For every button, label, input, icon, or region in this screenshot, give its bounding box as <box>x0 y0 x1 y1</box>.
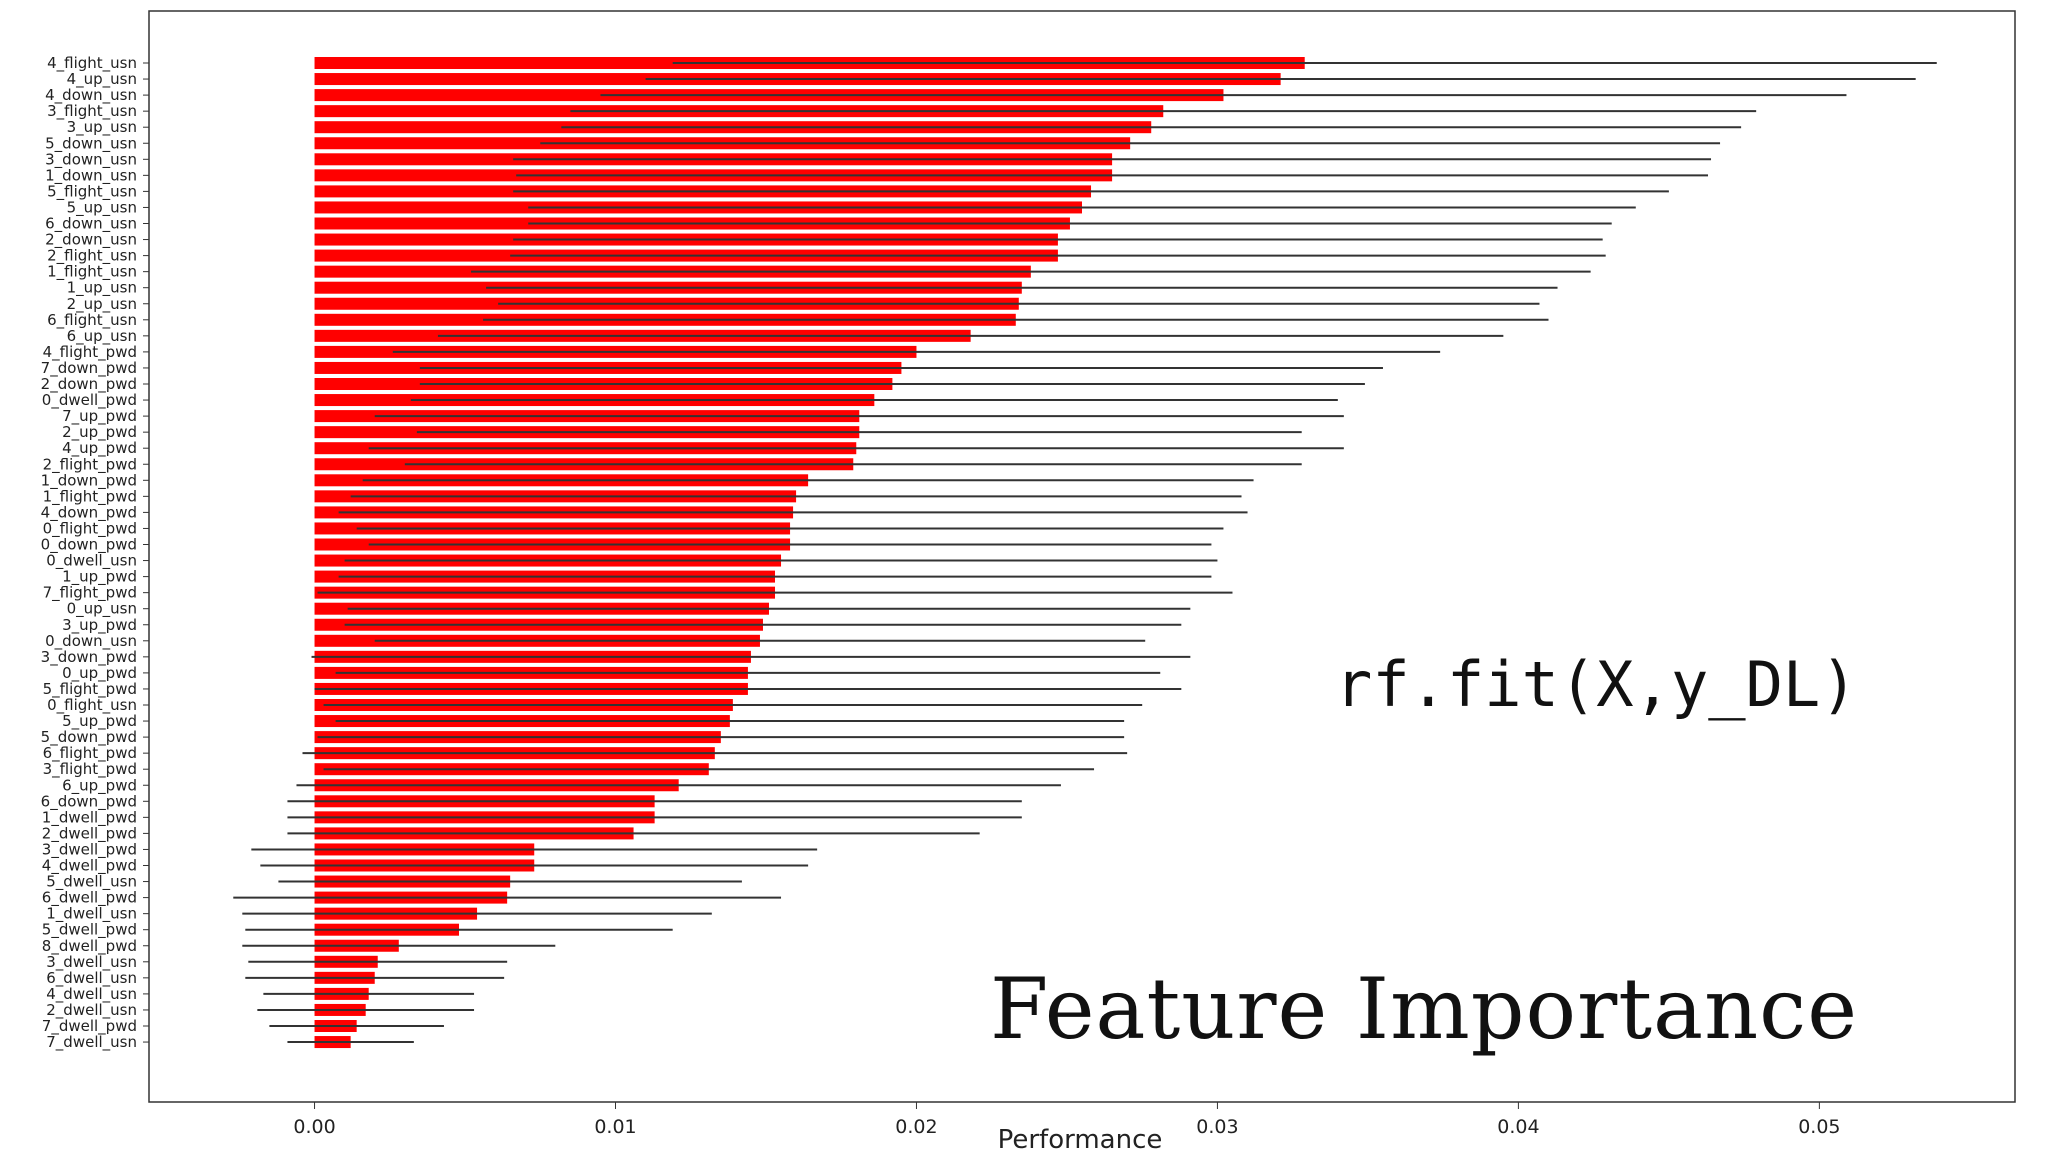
x-tick-label: 0.05 <box>1798 1116 1840 1138</box>
y-tick-label: 0_up_usn <box>67 600 137 619</box>
y-tick-label: 5_flight_pwd <box>43 680 137 699</box>
y-tick-label: 6_flight_pwd <box>43 744 137 763</box>
y-tick-label: 7_dwell_pwd <box>42 1017 137 1036</box>
y-tick-label: 5_up_usn <box>67 198 137 217</box>
y-tick-label: 6_dwell_pwd <box>42 889 137 908</box>
x-tick-label: 0.03 <box>1196 1116 1238 1138</box>
y-tick-label: 6_down_usn <box>45 215 137 234</box>
y-tick-label: 7_down_pwd <box>41 359 137 378</box>
y-tick-label: 4_up_pwd <box>62 439 137 458</box>
y-tick-label: 1_flight_pwd <box>43 487 137 506</box>
y-tick-label: 8_dwell_pwd <box>42 937 137 956</box>
y-tick-label: 0_flight_pwd <box>43 519 137 538</box>
x-tick-label: 0.04 <box>1497 1116 1539 1138</box>
y-tick-label: 1_dwell_usn <box>46 905 137 924</box>
y-tick-label: 5_down_pwd <box>41 728 137 747</box>
y-tick-label: 0_dwell_pwd <box>42 391 137 410</box>
y-tick-label: 3_flight_pwd <box>43 760 137 779</box>
x-tick-label: 0.00 <box>293 1116 335 1138</box>
y-tick-label: 1_up_usn <box>67 279 137 298</box>
y-tick-label: 1_down_usn <box>45 166 137 185</box>
y-tick-label: 1_up_pwd <box>62 568 137 587</box>
y-tick-label: 2_flight_usn <box>47 247 137 266</box>
y-tick-label: 1_down_pwd <box>41 471 137 490</box>
y-tick-label: 2_dwell_pwd <box>42 824 137 843</box>
y-tick-label: 1_flight_usn <box>47 263 137 282</box>
y-tick-label: 1_dwell_pwd <box>42 808 137 827</box>
y-tick-label: 4_down_pwd <box>41 503 137 522</box>
y-tick-label: 0_down_usn <box>45 632 137 651</box>
error-bars-group <box>233 62 1937 1044</box>
y-tick-label: 6_flight_usn <box>47 311 137 330</box>
y-tick-label: 5_flight_usn <box>47 182 137 201</box>
y-tick-label: 4_dwell_pwd <box>42 857 137 876</box>
y-tick-label: 5_down_usn <box>45 134 137 153</box>
y-tick-label: 3_up_pwd <box>62 616 137 635</box>
y-tick-label: 6_up_pwd <box>62 776 137 795</box>
x-tick-label: 0.01 <box>594 1116 636 1138</box>
y-tick-label: 5_dwell_pwd <box>42 921 137 940</box>
y-tick-label: 4_up_usn <box>67 70 137 89</box>
y-tick-label: 6_down_pwd <box>41 792 137 811</box>
y-tick-label: 7_flight_pwd <box>43 584 137 603</box>
y-tick-label: 3_down_pwd <box>41 648 137 667</box>
y-tick-label: 0_dwell_usn <box>46 552 137 571</box>
slide-title: Feature Importance <box>990 960 1858 1058</box>
y-tick-label: 0_down_pwd <box>41 536 137 555</box>
y-tick-label: 2_dwell_usn <box>46 1001 137 1020</box>
y-tick-label: 3_up_usn <box>67 118 137 137</box>
y-tick-label: 4_flight_pwd <box>43 343 137 362</box>
y-tick-label: 2_flight_pwd <box>43 455 137 474</box>
y-tick-label: 3_dwell_usn <box>46 953 137 972</box>
y-tick-label: 2_up_usn <box>67 295 137 314</box>
y-tick-label: 6_dwell_usn <box>46 969 137 988</box>
y-tick-label: 7_dwell_usn <box>46 1033 137 1052</box>
y-tick-label: 4_dwell_usn <box>46 985 137 1004</box>
y-tick-label: 3_flight_usn <box>47 102 137 121</box>
y-axis-ticks: 4_flight_usn4_up_usn4_down_usn3_flight_u… <box>41 54 149 1052</box>
x-axis-label: Performance <box>998 1125 1163 1152</box>
x-tick-label: 0.02 <box>895 1116 937 1138</box>
y-tick-label: 0_flight_usn <box>47 696 137 715</box>
y-tick-label: 5_up_pwd <box>62 712 137 731</box>
y-tick-label: 0_up_pwd <box>62 664 137 683</box>
y-tick-label: 4_down_usn <box>45 86 137 105</box>
code-annotation: rf.fit(X,y_DL) <box>1335 648 1858 721</box>
x-axis-ticks: 0.00 0.01 0.02 0.03 0.04 0.05 <box>293 1102 1841 1138</box>
y-tick-label: 3_down_usn <box>45 150 137 169</box>
y-tick-label: 3_dwell_pwd <box>42 840 137 859</box>
y-tick-label: 2_down_pwd <box>41 375 137 394</box>
y-tick-label: 2_down_usn <box>45 231 137 250</box>
y-tick-label: 2_up_pwd <box>62 423 137 442</box>
y-tick-label: 7_up_pwd <box>62 407 137 426</box>
y-tick-label: 4_flight_usn <box>47 54 137 73</box>
y-tick-label: 5_dwell_usn <box>46 873 137 892</box>
y-tick-label: 6_up_usn <box>67 327 137 346</box>
